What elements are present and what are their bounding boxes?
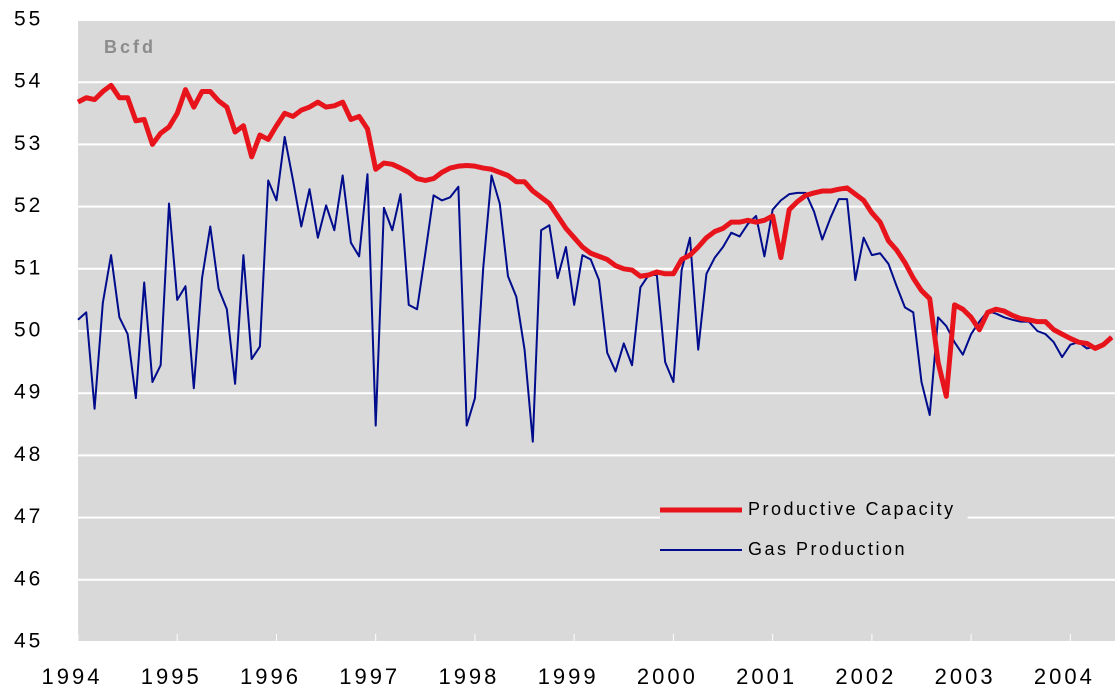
y-tick-label: 49	[14, 381, 43, 404]
y-tick-label: 48	[14, 443, 43, 466]
y-tick-label: 51	[14, 256, 43, 279]
x-tick-label: 1997	[339, 664, 400, 689]
y-tick-label: 53	[14, 132, 43, 155]
x-tick-label: 2002	[835, 664, 896, 689]
x-tick-label: 2003	[935, 664, 996, 689]
y-tick-label: 54	[14, 70, 43, 93]
y-tick-label: 50	[14, 319, 43, 342]
y-tick-label: 47	[14, 505, 43, 528]
x-tick-label: 2004	[1034, 664, 1095, 689]
series-line	[77, 135, 1113, 443]
legend-label: Gas Production	[748, 539, 907, 559]
x-tick-label: 1994	[42, 664, 103, 689]
annotation: Bcfd	[104, 37, 156, 57]
legend-label: Productive Capacity	[748, 499, 956, 519]
x-tick-label: 1998	[438, 664, 499, 689]
x-tick-label: 1996	[240, 664, 301, 689]
x-tick-label: 1999	[538, 664, 599, 689]
x-tick-label: 1995	[141, 664, 202, 689]
y-tick-label: 46	[14, 567, 43, 590]
series-line	[76, 82, 1114, 399]
x-tick-label: 2001	[736, 664, 797, 689]
y-tick-label: 45	[14, 630, 43, 653]
y-tick-label: 55	[14, 8, 43, 31]
y-tick-label: 52	[14, 194, 43, 217]
x-tick-label: 2000	[637, 664, 698, 689]
